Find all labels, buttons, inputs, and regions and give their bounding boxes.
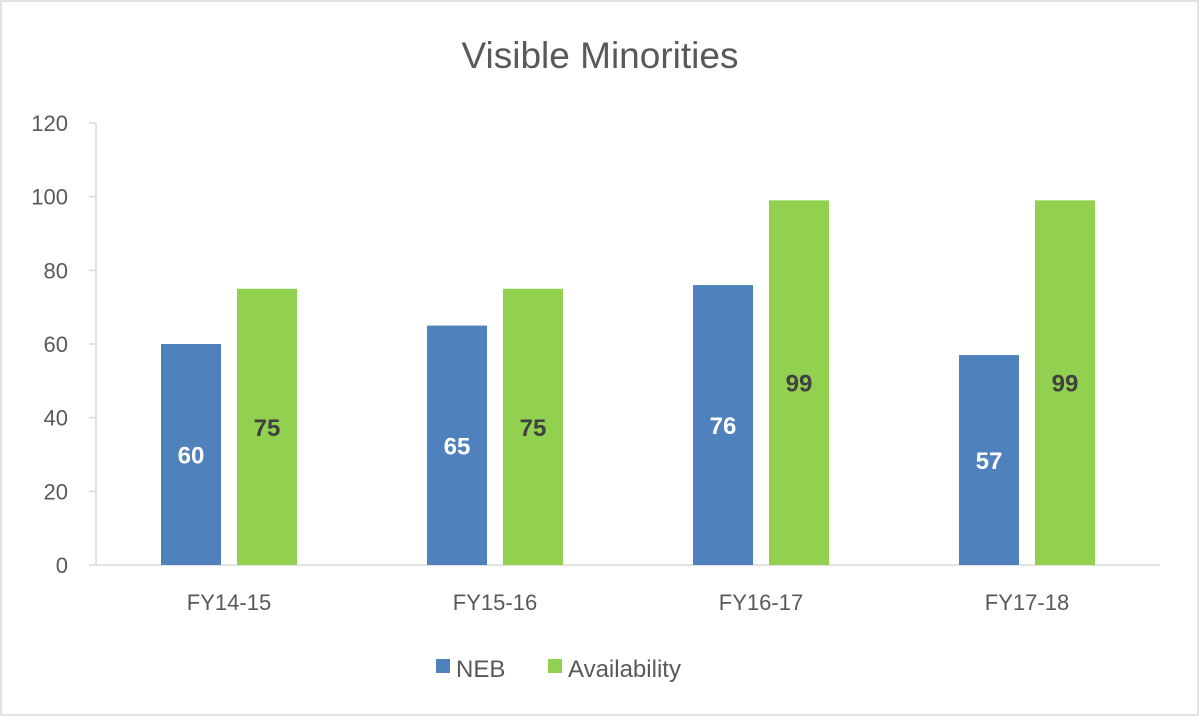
data-label: 60 xyxy=(178,443,205,470)
data-label: 75 xyxy=(254,415,281,442)
legend-swatch-availability xyxy=(548,659,562,673)
data-label: 99 xyxy=(786,371,813,398)
y-tick-label: 60 xyxy=(44,332,68,357)
data-label: 75 xyxy=(520,415,547,442)
bar-neb-FY17-18 xyxy=(959,355,1019,565)
legend: NEB Availability xyxy=(436,656,681,683)
x-tick-label: FY14-15 xyxy=(187,590,271,615)
bar-neb-FY14-15 xyxy=(161,344,221,565)
data-label: 76 xyxy=(710,413,737,440)
x-tick-label: FY17-18 xyxy=(985,590,1069,615)
chart-title: Visible Minorities xyxy=(462,35,739,76)
data-label: 99 xyxy=(1052,371,1079,398)
y-tick-label: 80 xyxy=(44,258,68,283)
y-tick-label: 120 xyxy=(31,111,68,136)
legend-swatch-neb xyxy=(436,659,450,673)
legend-label-neb: NEB xyxy=(456,656,505,683)
x-tick-label: FY15-16 xyxy=(453,590,537,615)
bar-availability-FY14-15 xyxy=(237,288,297,565)
x-tick-label: FY16-17 xyxy=(719,590,803,615)
legend-label-availability: Availability xyxy=(568,656,681,683)
y-tick-label: 20 xyxy=(44,479,68,504)
y-tick-label: 100 xyxy=(31,185,68,210)
bar-availability-FY17-18 xyxy=(1035,200,1095,565)
y-tick-label: 0 xyxy=(56,553,68,578)
data-label: 57 xyxy=(976,448,1003,475)
bar-neb-FY15-16 xyxy=(427,325,487,565)
data-label: 65 xyxy=(444,433,471,460)
bar-availability-FY16-17 xyxy=(769,200,829,565)
bar-neb-FY16-17 xyxy=(693,285,753,565)
y-tick-label: 40 xyxy=(44,406,68,431)
bar-availability-FY15-16 xyxy=(503,288,563,565)
